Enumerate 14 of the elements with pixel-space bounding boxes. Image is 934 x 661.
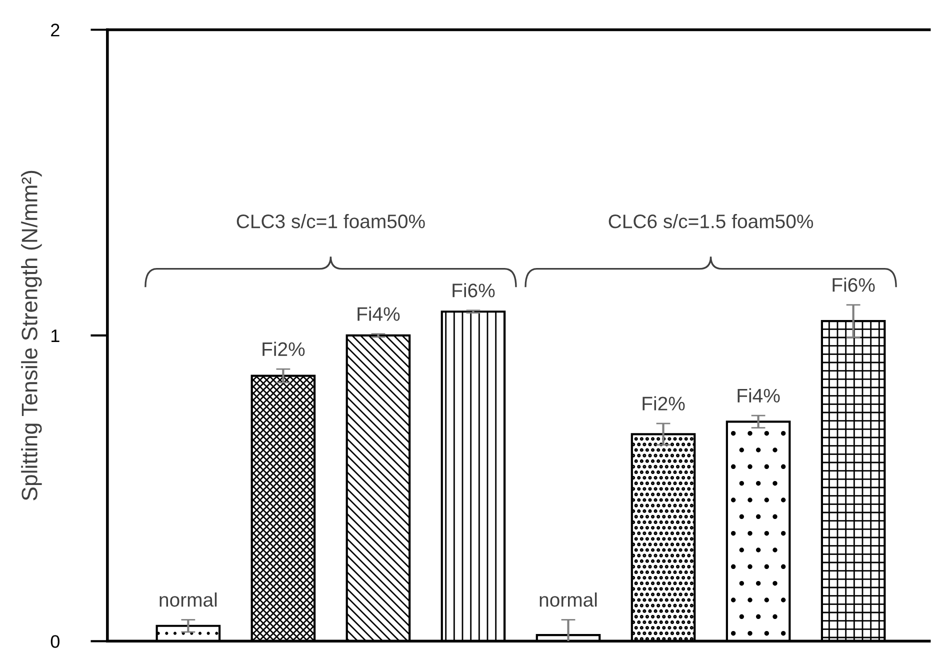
x-tick-label: normal	[160, 592, 217, 607]
x-tick-label: Fi2%	[642, 396, 685, 410]
annotation: CLC3 s/c=1 foam50%	[236, 214, 425, 228]
x-tick-label: Fi4%	[738, 388, 780, 402]
annotation: CLC6 s/c=1.5 foam50%	[608, 214, 814, 228]
y-tick-label: 2	[51, 24, 60, 36]
x-tick-label: Fi6%	[452, 283, 495, 298]
x-tick-label: Fi6%	[832, 278, 875, 292]
x-tick-label: Fi4%	[358, 306, 400, 321]
y-tick-label: 0	[50, 635, 60, 648]
y-tick-label: 1	[52, 330, 60, 342]
y-axis-title: Splitting Tensile Strength (N/mm²)	[21, 170, 42, 500]
x-tick-label: normal	[540, 592, 597, 607]
x-tick-label: Fi2%	[262, 342, 305, 356]
